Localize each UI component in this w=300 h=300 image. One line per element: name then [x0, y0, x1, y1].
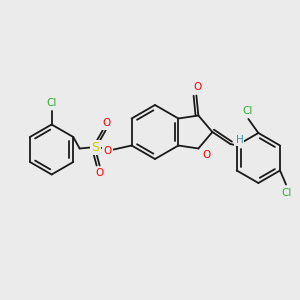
Text: Cl: Cl: [242, 106, 253, 116]
Text: O: O: [103, 118, 111, 128]
Text: Cl: Cl: [282, 188, 292, 197]
Text: S: S: [92, 141, 100, 154]
Text: O: O: [103, 146, 112, 155]
Text: O: O: [193, 82, 202, 92]
Text: Cl: Cl: [46, 98, 57, 107]
Text: H: H: [236, 135, 243, 145]
Text: O: O: [202, 149, 211, 160]
Text: O: O: [95, 169, 104, 178]
